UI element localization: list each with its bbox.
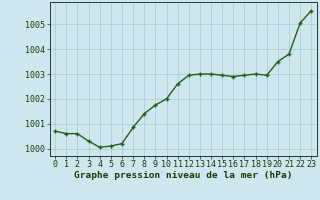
X-axis label: Graphe pression niveau de la mer (hPa): Graphe pression niveau de la mer (hPa) bbox=[74, 171, 292, 180]
